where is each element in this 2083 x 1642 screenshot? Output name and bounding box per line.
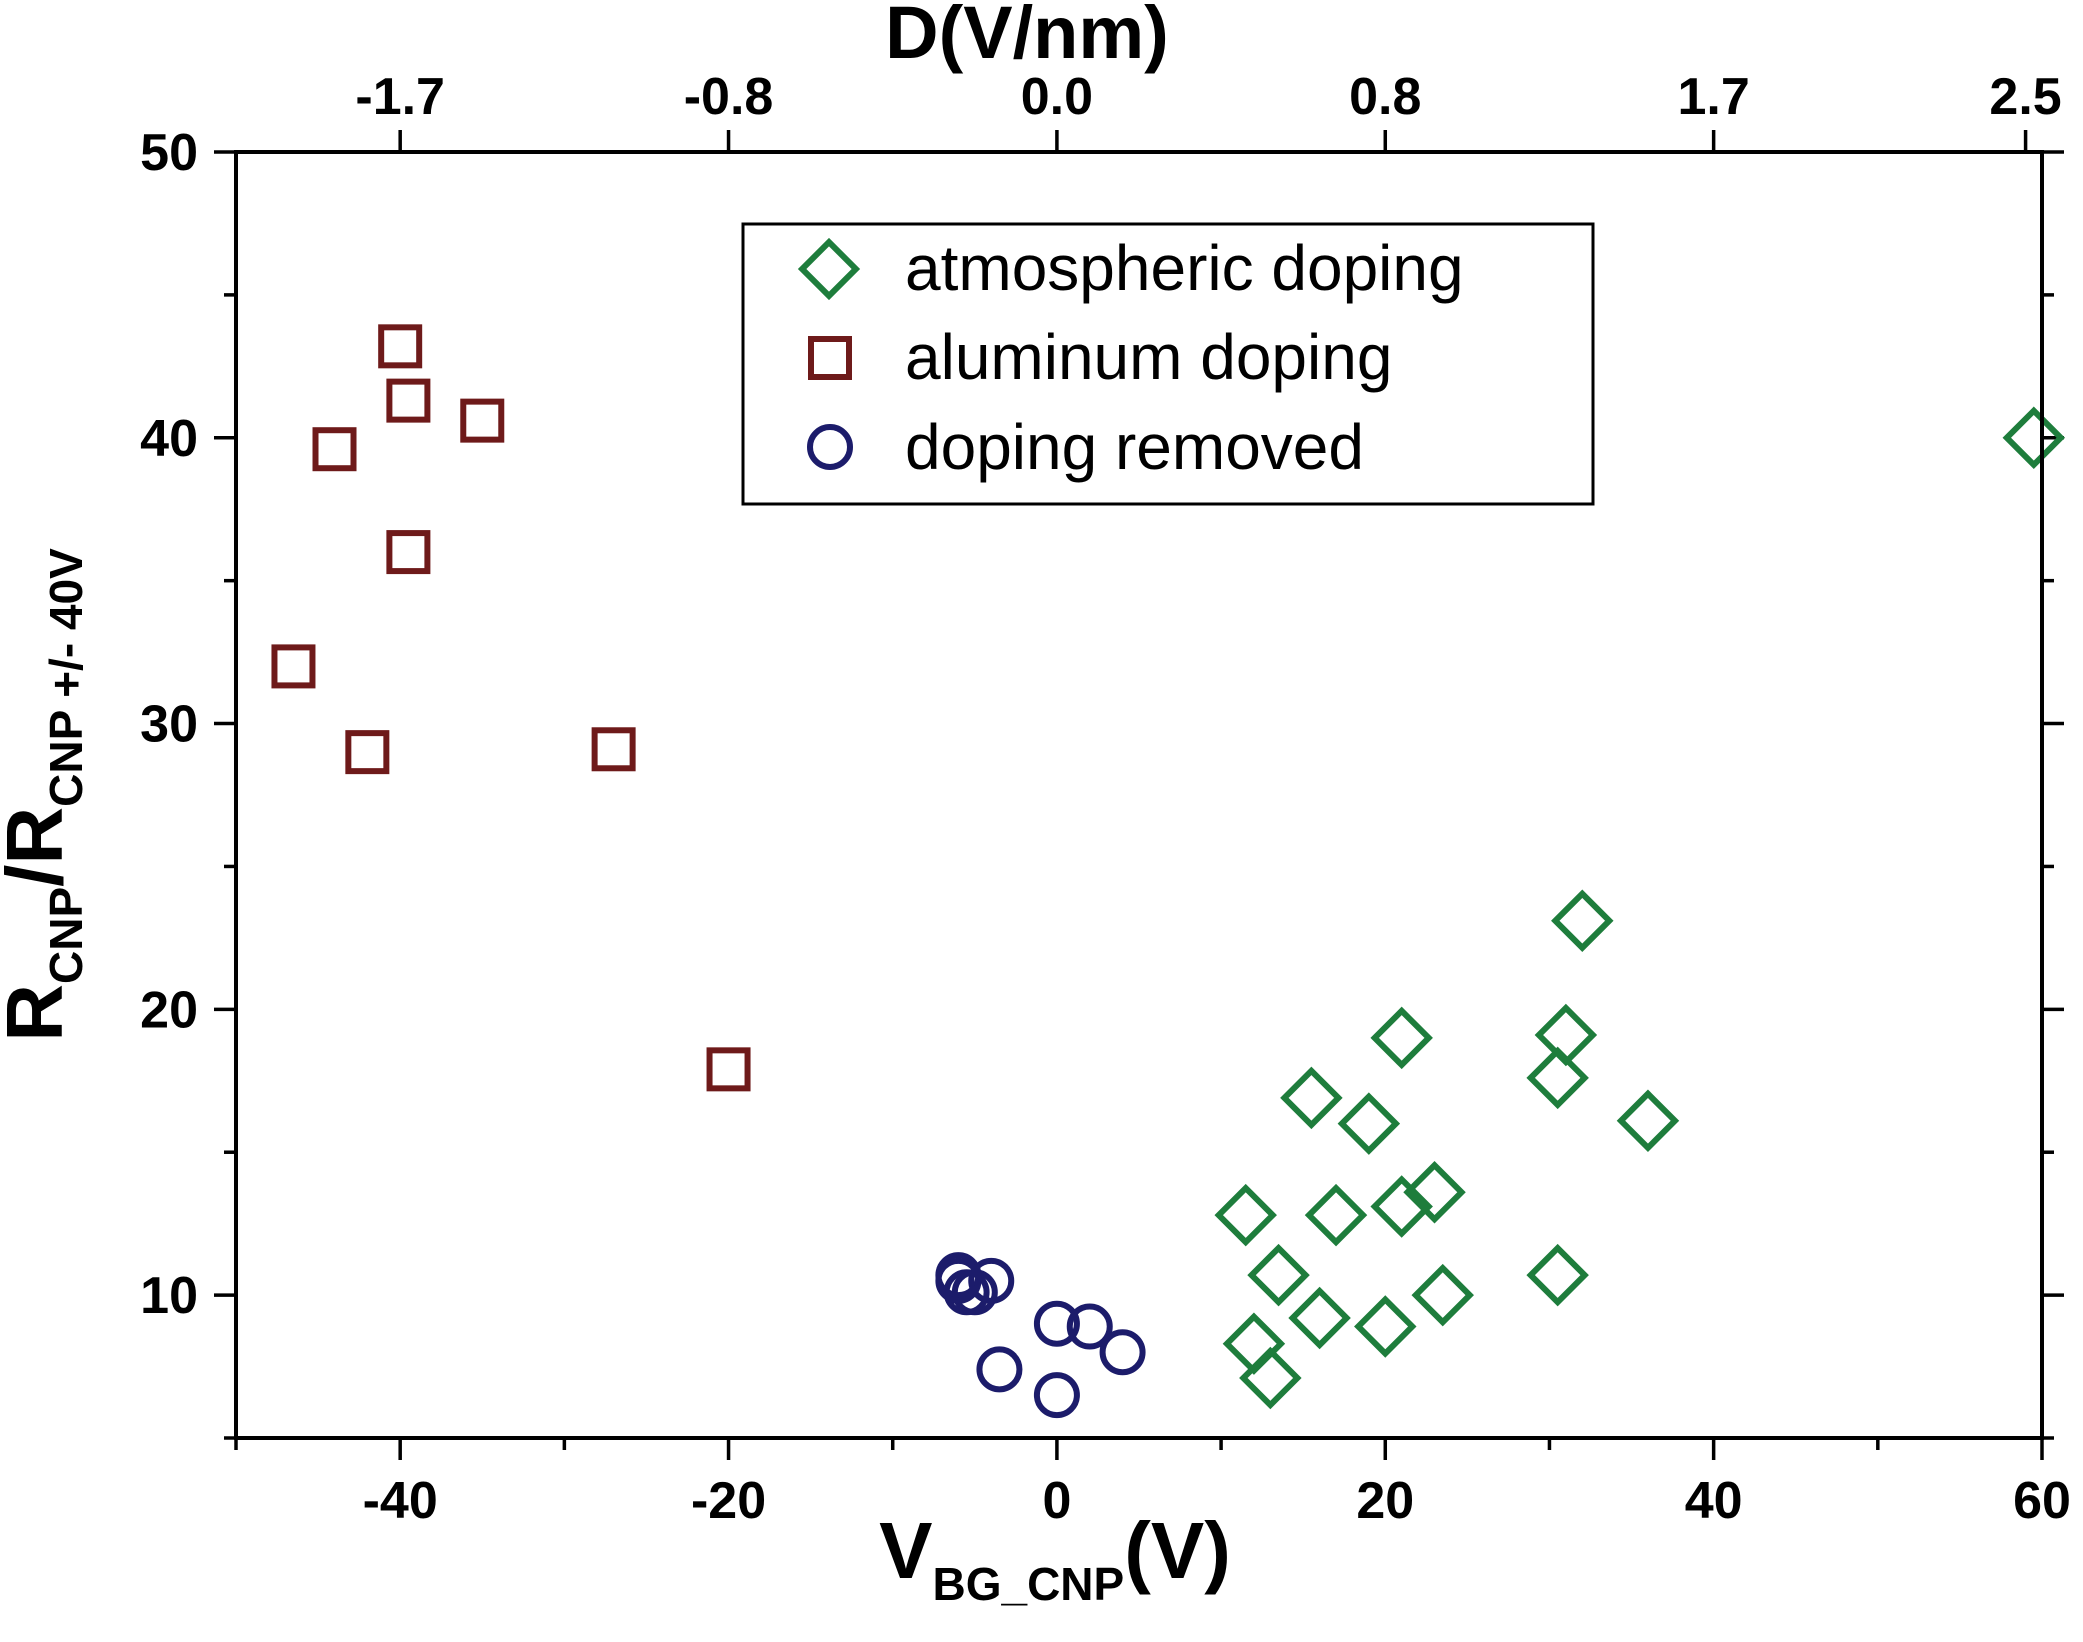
- doping-removed-point: [1033, 1372, 1080, 1419]
- y-axis-title: RCNP/RCNP +/- 40V: [0, 548, 92, 1042]
- top-tick-label: -1.7: [355, 68, 445, 126]
- aluminum-doping-point: [312, 427, 357, 472]
- x-axis-title-main: V: [879, 1506, 932, 1595]
- legend-label-removed: doping removed: [905, 411, 1364, 483]
- y-axis-title-r: R: [0, 984, 79, 1042]
- y-axis-title-sub2: CNP +/- 40V: [40, 548, 92, 807]
- atmospheric-doping-point: [1616, 1089, 1680, 1153]
- aluminum-doping-point: [706, 1047, 751, 1092]
- top-tick-label: -0.8: [684, 68, 774, 126]
- y-tick-label: 30: [140, 696, 198, 754]
- atmospheric-doping-point: [1370, 1006, 1433, 1070]
- aluminum-doping-point: [378, 324, 423, 369]
- y-tick-label: 50: [140, 124, 198, 182]
- atmospheric-doping-point: [1370, 1175, 1433, 1238]
- doping-removed-point: [1099, 1329, 1146, 1376]
- x-axis-title-unit: (V): [1124, 1506, 1231, 1595]
- atmospheric-doping-point: [1247, 1243, 1310, 1307]
- legend-marker-aluminum: [808, 336, 852, 380]
- x-tick-label: -20: [691, 1472, 766, 1530]
- legend-box: [741, 222, 1595, 506]
- atmospheric-doping-point: [1214, 1183, 1277, 1247]
- top-tick-label: 2.5: [1989, 68, 2061, 126]
- legend: atmospheric doping aluminum doping dopin…: [741, 222, 1595, 506]
- atmospheric-doping-point: [1411, 1263, 1474, 1327]
- legend-label-aluminum: aluminum doping: [905, 321, 1392, 393]
- doping-removed-point: [1033, 1300, 1080, 1347]
- top-tick-label: 1.7: [1677, 68, 1749, 126]
- atmospheric-doping-point: [1337, 1092, 1401, 1155]
- x-tick-label: -40: [363, 1472, 438, 1530]
- top-tick-label: 0.8: [1349, 68, 1421, 126]
- doping-removed-point: [976, 1346, 1023, 1393]
- doping-removed-point: [935, 1257, 982, 1304]
- atmospheric-doping-point: [1403, 1160, 1466, 1224]
- x-tick-label: 60: [2013, 1472, 2071, 1530]
- atmospheric-doping-point: [1534, 1003, 1598, 1067]
- atmospheric-doping-point: [2002, 406, 2066, 470]
- aluminum-doping-point: [386, 530, 431, 575]
- x-axis-title-sub: BG_CNP: [933, 1558, 1125, 1610]
- atmospheric-doping-point: [1551, 889, 1614, 952]
- atmospheric-doping-point: [1304, 1183, 1368, 1247]
- legend-marker-removed: [807, 424, 853, 470]
- atmospheric-doping-point: [1280, 1066, 1343, 1130]
- y-tick-label: 40: [140, 410, 198, 468]
- atmospheric-doping-point: [1354, 1295, 1417, 1358]
- top-axis-title: D(V/nm): [885, 0, 1169, 74]
- y-axis-title-sub1: CNP: [40, 887, 92, 984]
- x-tick-label: 20: [1356, 1472, 1414, 1530]
- atmospheric-doping-point: [1288, 1286, 1351, 1350]
- y-axis-title-slash: /R: [0, 807, 79, 887]
- axis-ticks: -40 -20 0 20 40 60 -1.7 -0.8 0.0 0.8 1.7 2.5 10 20 30 4…: [140, 68, 2071, 1530]
- y-tick-label: 20: [140, 981, 198, 1039]
- top-tick-label: 0.0: [1021, 68, 1093, 126]
- legend-marker-atmospheric: [797, 237, 861, 301]
- atmospheric-doping-point: [1526, 1243, 1589, 1307]
- x-tick-label: 40: [1685, 1472, 1743, 1530]
- data-points: [271, 324, 2066, 1419]
- atmospheric-doping-point: [1222, 1312, 1286, 1375]
- doping-removed-point: [1066, 1303, 1113, 1350]
- aluminum-doping-point: [386, 378, 431, 423]
- x-axis-title: VBG_CNP(V): [879, 1506, 1231, 1610]
- aluminum-doping-point: [591, 727, 636, 772]
- aluminum-doping-point: [345, 730, 390, 775]
- x-tick-label: 0: [1042, 1472, 1071, 1530]
- doping-removed-point: [968, 1257, 1015, 1304]
- aluminum-doping-point: [271, 644, 316, 689]
- atmospheric-doping-point: [1526, 1046, 1589, 1110]
- aluminum-doping-point: [460, 398, 505, 443]
- y-tick-label: 10: [140, 1267, 198, 1325]
- atmospheric-doping-point: [1239, 1346, 1302, 1410]
- legend-label-atmospheric: atmospheric doping: [905, 232, 1464, 304]
- plot-frame: [234, 150, 2044, 1440]
